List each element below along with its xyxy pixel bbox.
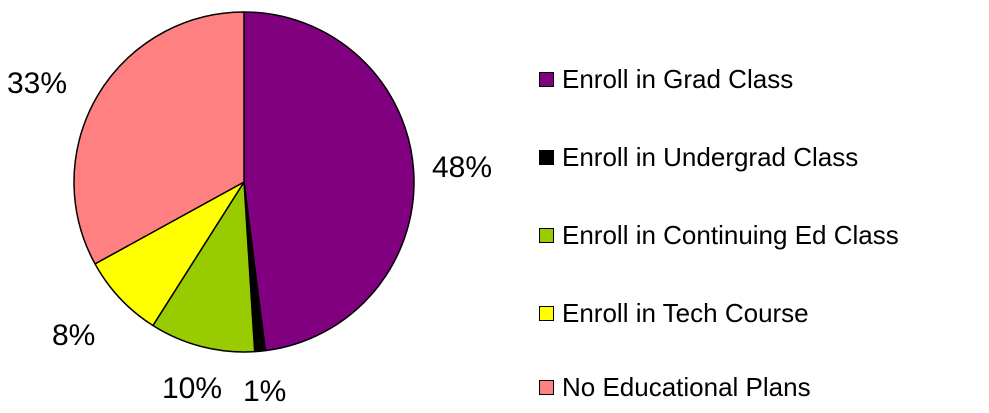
- legend-item: Enroll in Tech Course: [539, 296, 809, 330]
- legend-item: Enroll in Grad Class: [539, 62, 793, 96]
- data-label-48-pct: 48%: [432, 151, 492, 184]
- pie-svg: 48% 1% 10% 8% 33%: [7, 11, 492, 408]
- legend-swatch: [539, 71, 554, 87]
- pie-slice-enroll-in-continuing-ed-class: [152, 181, 256, 353]
- legend-label: Enroll in Tech Course: [562, 297, 809, 328]
- legend-item: No Educational Plans: [539, 370, 811, 404]
- data-label-10-pct: 10%: [162, 372, 222, 405]
- legend-item: Enroll in Continuing Ed Class: [539, 218, 899, 252]
- data-label-33-pct: 33%: [7, 67, 67, 100]
- legend-swatch: [539, 227, 554, 243]
- legend-swatch: [539, 379, 554, 395]
- legend-swatch: [539, 305, 554, 321]
- data-label-1-pct: 1%: [243, 375, 286, 408]
- pie-slice-enroll-in-grad-class: [243, 11, 415, 352]
- legend-label: No Educational Plans: [562, 371, 811, 402]
- data-label-8-pct: 8%: [52, 319, 95, 352]
- legend-label: Enroll in Undergrad Class: [562, 141, 859, 172]
- legend-label: Enroll in Continuing Ed Class: [562, 219, 899, 250]
- pie-slice-no-educational-plans: [73, 11, 245, 265]
- legend-swatch: [539, 149, 554, 165]
- legend-item: Enroll in Undergrad Class: [539, 140, 858, 174]
- legend-label: Enroll in Grad Class: [562, 63, 794, 94]
